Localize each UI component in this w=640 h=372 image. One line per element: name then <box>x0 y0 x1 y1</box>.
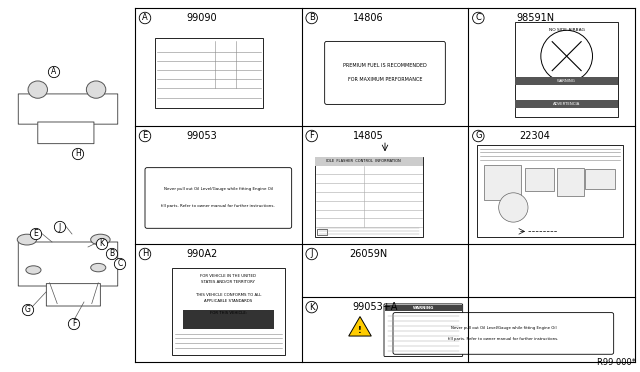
FancyBboxPatch shape <box>324 41 445 105</box>
Text: C: C <box>476 13 481 22</box>
Text: FOR MAXIMUM PERFORMANCE: FOR MAXIMUM PERFORMANCE <box>348 77 422 83</box>
Text: Never pull out Oil Level/Gauge while fitting Engine Oil: Never pull out Oil Level/Gauge while fit… <box>164 187 273 192</box>
FancyBboxPatch shape <box>393 312 614 354</box>
Text: 99090: 99090 <box>186 13 217 23</box>
FancyBboxPatch shape <box>183 310 274 329</box>
Text: 14805: 14805 <box>353 131 384 141</box>
Text: J: J <box>59 222 61 231</box>
Text: fill parts. Refer to owner manual for further instructions.: fill parts. Refer to owner manual for fu… <box>161 205 275 208</box>
Ellipse shape <box>17 234 36 245</box>
FancyBboxPatch shape <box>515 100 618 108</box>
Text: THIS VEHICLE CONFORMS TO ALL: THIS VEHICLE CONFORMS TO ALL <box>196 293 261 296</box>
Ellipse shape <box>91 263 106 272</box>
Ellipse shape <box>28 81 47 98</box>
Text: E: E <box>34 230 38 238</box>
FancyBboxPatch shape <box>385 305 461 311</box>
FancyBboxPatch shape <box>484 165 521 200</box>
Text: 14806: 14806 <box>353 13 383 23</box>
FancyBboxPatch shape <box>477 145 623 237</box>
Text: H: H <box>75 150 81 158</box>
Text: !: ! <box>358 326 362 335</box>
FancyBboxPatch shape <box>38 122 94 144</box>
Text: 26059N: 26059N <box>349 249 387 259</box>
Text: C: C <box>117 260 123 269</box>
Circle shape <box>541 30 593 82</box>
Text: NO SIDE AIRBAG: NO SIDE AIRBAG <box>548 28 584 32</box>
FancyBboxPatch shape <box>384 304 463 356</box>
FancyBboxPatch shape <box>172 267 285 355</box>
FancyBboxPatch shape <box>317 229 327 235</box>
FancyBboxPatch shape <box>145 168 292 228</box>
FancyBboxPatch shape <box>585 169 614 189</box>
Text: H: H <box>142 250 148 259</box>
FancyBboxPatch shape <box>315 157 423 166</box>
FancyBboxPatch shape <box>525 168 554 191</box>
Text: G: G <box>25 305 31 314</box>
Text: 22304: 22304 <box>520 131 550 141</box>
Text: R99 000*: R99 000* <box>597 358 636 367</box>
Text: G: G <box>475 131 481 141</box>
Text: B: B <box>109 250 115 259</box>
Text: WARNING: WARNING <box>557 79 576 83</box>
Text: E: E <box>142 131 148 141</box>
Text: WARNING: WARNING <box>413 306 434 310</box>
Text: PREMIUM FUEL IS RECOMMENDED: PREMIUM FUEL IS RECOMMENDED <box>343 63 427 68</box>
Ellipse shape <box>91 234 110 245</box>
Text: 99053+A: 99053+A <box>352 302 397 312</box>
Text: J: J <box>310 250 313 259</box>
Text: fill parts. Refer to owner manual for further instructions.: fill parts. Refer to owner manual for fu… <box>448 337 559 341</box>
Text: STATES AND/OR TERRITORY: STATES AND/OR TERRITORY <box>202 280 255 285</box>
Ellipse shape <box>26 266 41 274</box>
Text: A: A <box>142 13 148 22</box>
FancyBboxPatch shape <box>557 168 584 196</box>
Text: IDLE  FLASHER  CONTROL  INFORMATION: IDLE FLASHER CONTROL INFORMATION <box>326 160 401 164</box>
Text: Never pull out Oil Level/Gauge while fitting Engine Oil: Never pull out Oil Level/Gauge while fit… <box>451 326 556 330</box>
FancyBboxPatch shape <box>46 283 100 306</box>
FancyBboxPatch shape <box>19 94 118 124</box>
FancyBboxPatch shape <box>315 157 423 237</box>
FancyBboxPatch shape <box>19 242 118 286</box>
Text: ADVERTENCIA: ADVERTENCIA <box>553 102 580 106</box>
Text: F: F <box>309 131 314 141</box>
FancyBboxPatch shape <box>515 22 618 116</box>
Ellipse shape <box>86 81 106 98</box>
Text: FOR VEHICLE IN THE UNITED: FOR VEHICLE IN THE UNITED <box>200 274 257 278</box>
Text: K: K <box>309 302 314 312</box>
Text: A: A <box>51 67 56 77</box>
Text: F: F <box>72 320 76 328</box>
FancyBboxPatch shape <box>155 38 263 108</box>
Text: 99053: 99053 <box>186 131 217 141</box>
Text: 990A2: 990A2 <box>186 249 218 259</box>
Text: B: B <box>308 13 315 22</box>
Text: FOR THIS VEHICLE:: FOR THIS VEHICLE: <box>210 311 247 315</box>
Text: APPLICABLE STANDARDS: APPLICABLE STANDARDS <box>204 299 252 303</box>
Text: 98591N: 98591N <box>516 13 554 23</box>
Polygon shape <box>349 317 371 336</box>
FancyBboxPatch shape <box>515 77 618 86</box>
Text: K: K <box>99 240 104 248</box>
Circle shape <box>499 193 528 222</box>
